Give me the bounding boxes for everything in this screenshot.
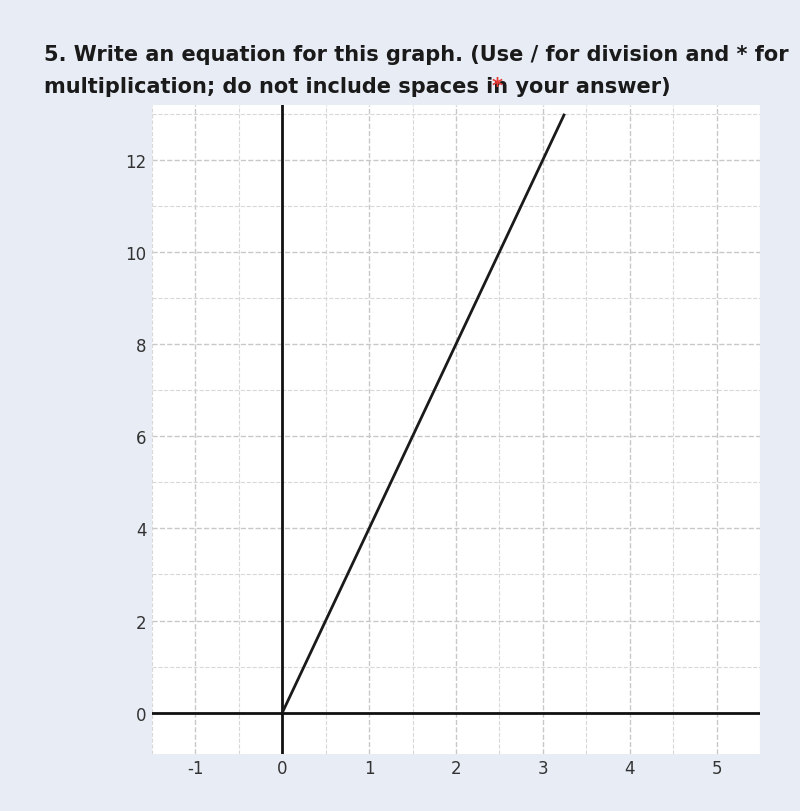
- Text: *: *: [492, 77, 503, 97]
- Text: multiplication; do not include spaces in your answer): multiplication; do not include spaces in…: [44, 77, 678, 97]
- Text: 5. Write an equation for this graph. (Use / for division and * for: 5. Write an equation for this graph. (Us…: [44, 45, 789, 65]
